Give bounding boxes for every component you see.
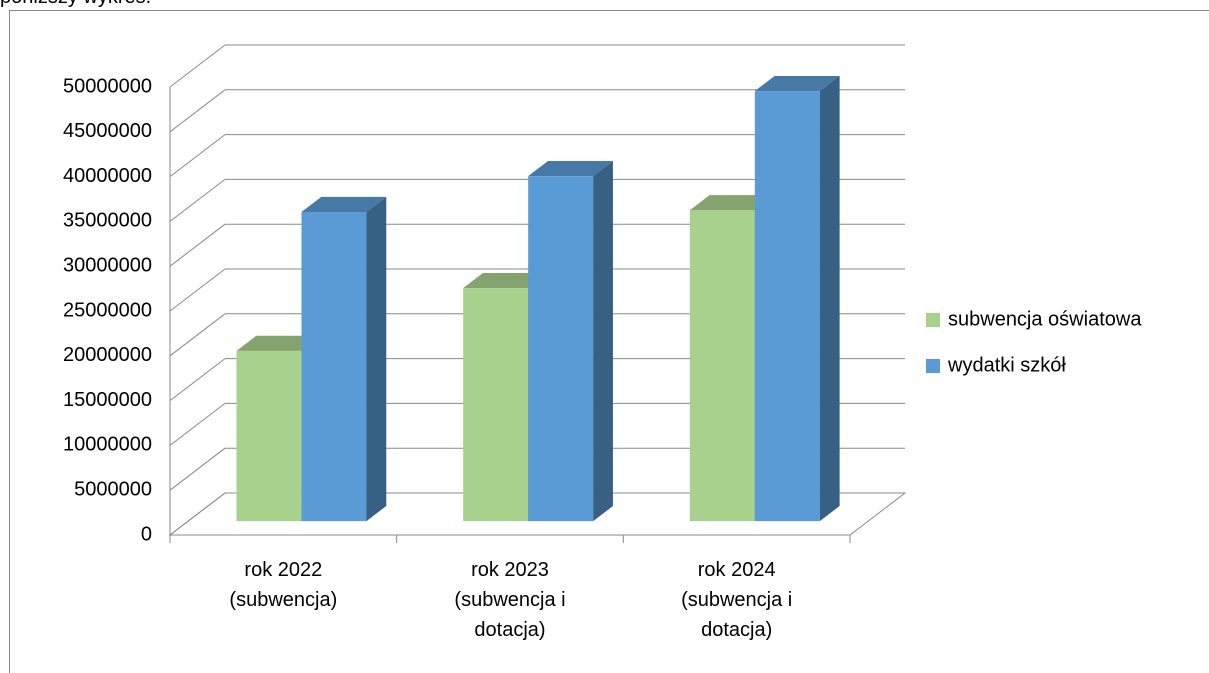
bar-top xyxy=(689,195,775,211)
bar-front xyxy=(463,288,529,522)
grid-line-side xyxy=(169,179,226,222)
y-tick-label: 40000000 xyxy=(63,165,152,187)
bar-top xyxy=(236,335,322,351)
grid-line-side xyxy=(169,492,226,536)
y-tick-label: 50000000 xyxy=(63,75,152,97)
bar-front xyxy=(236,350,302,522)
x-tick-label: rok 2024 (subwencja i dotacja) xyxy=(681,559,793,641)
y-tick-label: 25000000 xyxy=(63,299,152,321)
x-tick-label: rok 2022 (subwencja) xyxy=(229,559,338,611)
grid-line-side xyxy=(169,89,226,133)
y-tick-label: 0 xyxy=(141,523,152,545)
grid-line-side xyxy=(169,447,226,491)
bar-top xyxy=(754,75,840,92)
y-tick-label: 20000000 xyxy=(63,344,152,366)
grid-line-side xyxy=(169,134,226,177)
grid-line-side xyxy=(169,44,226,88)
y-tick-label: 10000000 xyxy=(63,434,152,456)
bar-top xyxy=(301,196,387,213)
bar-front xyxy=(754,91,820,522)
y-tick-label: 45000000 xyxy=(63,120,152,142)
bar-top xyxy=(463,273,548,289)
legend-label: wydatki szkół xyxy=(947,354,1066,376)
y-tick-label: 30000000 xyxy=(63,254,152,276)
grid-line-side xyxy=(169,268,226,312)
bar-side xyxy=(593,161,613,522)
y-tick-label: 5000000 xyxy=(74,478,152,500)
grid-line-side xyxy=(169,313,226,357)
x-tick-label: rok 2023 (subwencja i dotacja) xyxy=(454,559,566,641)
grid-line-side xyxy=(169,358,226,401)
bar-front xyxy=(689,210,755,522)
legend-label: subwencja oświatowa xyxy=(948,308,1142,330)
y-tick-label: 15000000 xyxy=(63,389,152,411)
bar-front xyxy=(301,212,367,522)
intro-text: poniższy wykres. xyxy=(0,0,151,9)
y-tick-label: 35000000 xyxy=(63,210,152,232)
legend-swatch xyxy=(926,313,940,327)
legend-swatch xyxy=(926,359,940,373)
grid-line-side xyxy=(169,223,226,267)
bar-side xyxy=(819,75,840,522)
bar-side xyxy=(366,196,387,522)
bar-front xyxy=(528,176,594,522)
bar-top xyxy=(528,161,613,177)
grid-line-side xyxy=(169,403,226,446)
